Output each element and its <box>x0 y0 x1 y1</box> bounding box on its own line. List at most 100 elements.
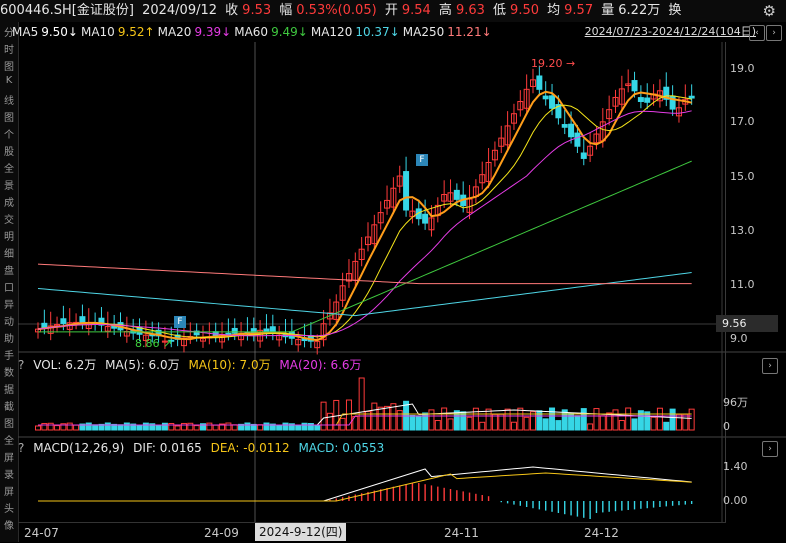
toolbar-tab[interactable]: 数 <box>4 368 14 379</box>
arrow-right-icon: → <box>566 57 576 70</box>
toolbar-tab[interactable]: 分 <box>4 28 14 39</box>
toolbar-tab[interactable]: 截 <box>4 402 14 413</box>
help-icon[interactable]: ? <box>18 441 25 455</box>
toolbar-tab[interactable]: 细 <box>4 249 14 260</box>
toolbar-tab[interactable]: 手 <box>4 351 14 362</box>
volume-bar <box>269 423 276 431</box>
volume-bar <box>453 410 460 431</box>
candle-body <box>47 325 54 334</box>
candle-body <box>491 149 498 161</box>
toolbar-tab[interactable]: 动 <box>4 317 14 328</box>
ma-value: 9.49↓ <box>271 25 308 39</box>
macd-dea: DEA: -0.0112 <box>210 441 290 455</box>
volume-bar <box>682 413 689 431</box>
macd-header: ? MACD(12,26,9) DIF: 0.0165 DEA: -0.0112… <box>18 440 389 456</box>
flag-marker[interactable]: F <box>174 316 186 328</box>
candle-body <box>79 316 86 323</box>
volume-bar <box>447 418 454 431</box>
toolbar-tab[interactable]: 助 <box>4 334 14 345</box>
ma-label: MA20 <box>157 25 192 39</box>
candle-body <box>549 95 556 109</box>
volume-bar <box>428 409 435 431</box>
toolbar-tab[interactable]: 头 <box>4 504 14 515</box>
volume-bar <box>92 424 99 431</box>
stock-code[interactable]: 600446.SH[金证股份] <box>0 3 134 18</box>
volume-bar <box>644 411 651 431</box>
candle-body <box>523 88 530 109</box>
range-prev-icon[interactable]: ‹ <box>749 25 765 41</box>
volume-bar <box>314 425 321 431</box>
toolbar-tab[interactable]: 全 <box>4 436 14 447</box>
help-icon[interactable]: ? <box>18 358 25 372</box>
volume-bar <box>656 407 663 431</box>
toolbar-tab[interactable]: 据 <box>4 385 14 396</box>
volume-bar <box>530 411 536 431</box>
volume-bar <box>587 423 594 431</box>
volume-bar <box>85 422 92 431</box>
candle-body <box>168 339 175 342</box>
x-tick: 24-09 <box>204 526 239 540</box>
toolbar-tab[interactable]: 全 <box>4 164 14 175</box>
volume-bar <box>73 424 80 431</box>
toolbar-tab[interactable]: 成 <box>4 198 14 209</box>
toolbar-tab[interactable]: 口 <box>4 283 14 294</box>
volume-bar <box>339 417 346 431</box>
toolbar-tab[interactable]: 像 <box>4 521 14 532</box>
price-tick: 11.0 <box>730 278 755 291</box>
toolbar-tab[interactable]: 股 <box>4 147 14 158</box>
price-tick: 9.0 <box>730 332 748 345</box>
price-tick: 19.0 <box>730 62 755 75</box>
toolbar-tab[interactable]: 盘 <box>4 266 14 277</box>
toolbar-tab[interactable]: 明 <box>4 232 14 243</box>
low-label: 低 <box>493 3 507 18</box>
toolbar-tab[interactable]: 线 <box>4 96 14 107</box>
toolbar-tab[interactable]: 异 <box>4 300 14 311</box>
volume-bar <box>555 420 562 431</box>
toolbar-tab[interactable]: 屏 <box>4 487 14 498</box>
volume-bar <box>523 416 530 431</box>
volume-bar <box>345 399 352 431</box>
open-value: 9.54 <box>401 3 431 18</box>
toolbar-tab[interactable]: 景 <box>4 181 14 192</box>
date-range[interactable]: 2024/07/23-2024/12/24(104日) <box>584 25 756 38</box>
toolbar-tab[interactable]: K <box>5 75 13 86</box>
candle-body <box>637 97 644 102</box>
volume-bar <box>396 410 403 431</box>
volume-bar <box>415 415 422 431</box>
toolbar-tab[interactable]: 个 <box>4 130 14 141</box>
toolbar-tab[interactable]: 图 <box>4 113 14 124</box>
volume-bar <box>561 409 568 431</box>
volume-bar <box>54 425 61 431</box>
volume-bar <box>549 407 556 431</box>
flag-marker[interactable]: F <box>416 154 428 166</box>
volume-bar <box>238 423 245 431</box>
volume-bar <box>98 423 105 431</box>
settings-icon[interactable]: ⚙ <box>762 2 776 20</box>
toolbar-tab[interactable]: 交 <box>4 215 14 226</box>
volume-bar <box>66 422 73 431</box>
volume-bar <box>479 421 486 431</box>
candle-body <box>314 340 321 349</box>
candle-body <box>504 125 511 146</box>
volume-bar <box>123 422 130 431</box>
candle-body <box>479 174 486 184</box>
macd-panel-scroll-icon[interactable]: › <box>762 441 778 457</box>
range-next-icon[interactable]: › <box>766 25 782 41</box>
volume-bar <box>200 423 206 431</box>
price-tick: 15.0 <box>730 170 755 183</box>
high-annotation: 19.20 → <box>531 57 575 70</box>
toolbar-tab[interactable]: 图 <box>4 62 14 73</box>
toolbar-tab[interactable]: 图 <box>4 419 14 430</box>
volume-bar <box>130 423 137 431</box>
candle-body <box>555 104 562 119</box>
toolbar-tab[interactable]: 录 <box>4 470 14 481</box>
volume-panel-scroll-icon[interactable]: › <box>762 358 778 374</box>
toolbar-tab[interactable]: 屏 <box>4 453 14 464</box>
candle-body <box>625 83 632 87</box>
volume-bar <box>422 412 429 431</box>
ma5-line <box>37 90 692 342</box>
volume-bar <box>517 407 524 431</box>
toolbar-tab[interactable]: 时 <box>4 45 14 56</box>
